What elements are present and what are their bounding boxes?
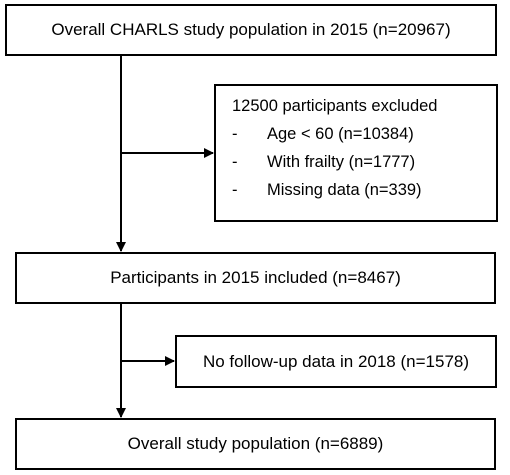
overall-charls-population-text: Overall CHARLS study population in 2015 … [51, 20, 451, 39]
final-study-population-box: Overall study population (n=6889) [15, 418, 496, 470]
excluded-item: - Age < 60 (n=10384) [232, 120, 496, 148]
excluded-title: 12500 participants excluded [232, 97, 438, 115]
no-followup-box: No follow-up data in 2018 (n=1578) [175, 335, 497, 388]
excluded-item-bullet: - [232, 125, 238, 143]
excluded-item-bullet: - [232, 153, 238, 171]
excluded-item-missing: Missing data (n=339) [267, 181, 422, 199]
excluded-participants-box: 12500 participants excluded - Age < 60 (… [214, 84, 498, 222]
final-study-population-text: Overall study population (n=6889) [127, 434, 384, 453]
included-participants-box: Participants in 2015 included (n=8467) [15, 252, 496, 304]
excluded-item-age: Age < 60 (n=10384) [267, 125, 414, 143]
excluded-item: - With frailty (n=1777) [232, 148, 496, 176]
excluded-item-bullet: - [232, 181, 238, 199]
excluded-item: - Missing data (n=339) [232, 176, 496, 204]
included-participants-text: Participants in 2015 included (n=8467) [110, 268, 401, 287]
no-followup-text: No follow-up data in 2018 (n=1578) [202, 351, 470, 371]
overall-charls-population-box: Overall CHARLS study population in 2015 … [5, 4, 497, 56]
excluded-item-frailty: With frailty (n=1777) [267, 153, 416, 171]
